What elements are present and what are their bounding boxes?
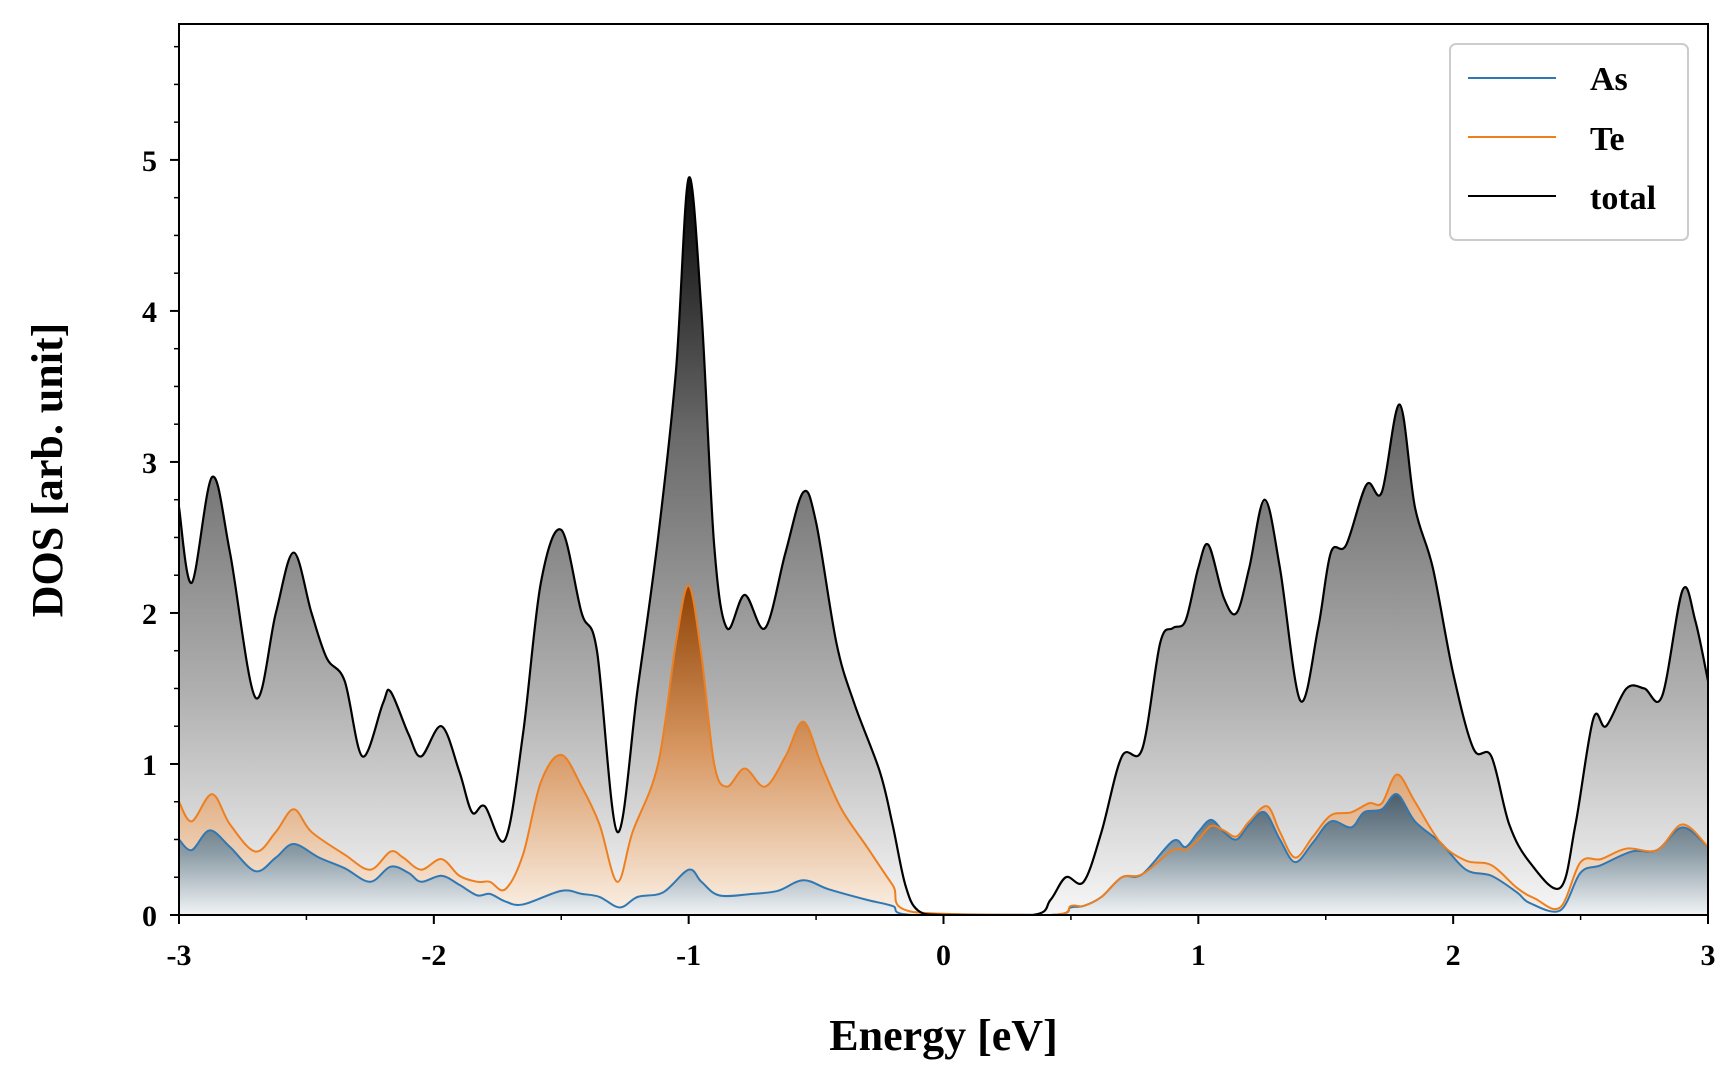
- area-fill-total: [179, 177, 1708, 915]
- y-axis-title: DOS [arb. unit]: [23, 323, 72, 618]
- series-line-te: [179, 584, 1708, 915]
- legend-box: [1449, 43, 1689, 241]
- x-tick-label: -2: [421, 939, 446, 972]
- legend-label-as: As: [1590, 61, 1628, 98]
- legend-label-te: Te: [1590, 121, 1625, 158]
- series-line-as: [179, 793, 1708, 915]
- legend: As Te total: [1449, 43, 1689, 241]
- x-axis-title: Energy [eV]: [829, 1011, 1058, 1060]
- x-tick-label: -3: [167, 939, 192, 972]
- y-tick-label: 1: [142, 749, 157, 782]
- x-tick-label: 2: [1446, 939, 1461, 972]
- y-tick-label: 4: [142, 296, 157, 329]
- y-tick-label: 2: [142, 598, 157, 631]
- area-fill-as: [179, 793, 1708, 915]
- x-tick-label: 3: [1701, 939, 1716, 972]
- x-tick-label: 1: [1191, 939, 1206, 972]
- x-tick-label: -1: [676, 939, 701, 972]
- x-tick-label: 0: [936, 939, 951, 972]
- y-tick-label: 5: [142, 145, 157, 178]
- series-line-total: [179, 176, 1708, 915]
- y-tick-label: 3: [142, 447, 157, 480]
- legend-label-total: total: [1590, 180, 1656, 217]
- y-tick-label: 0: [142, 900, 157, 933]
